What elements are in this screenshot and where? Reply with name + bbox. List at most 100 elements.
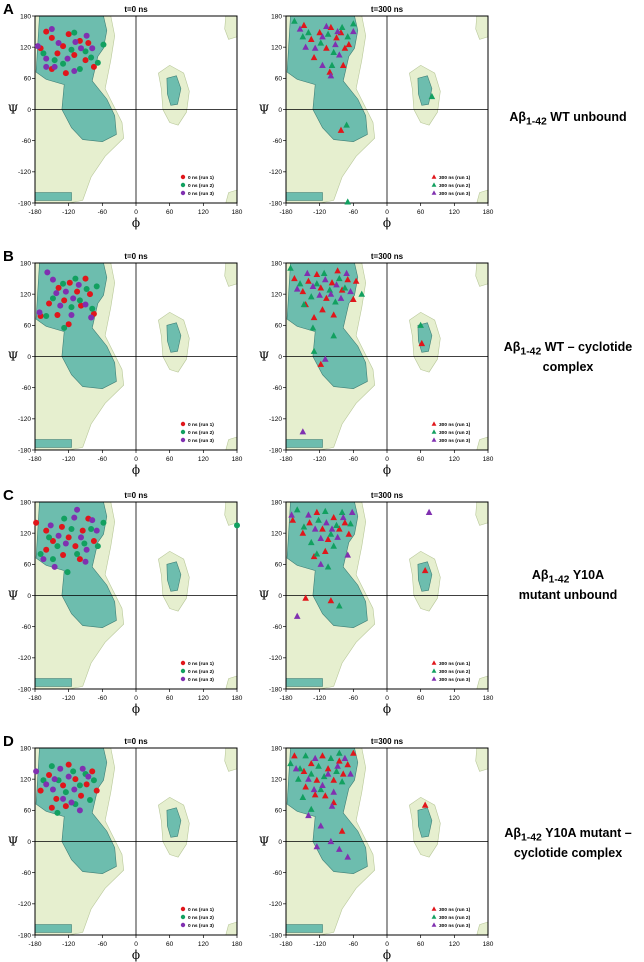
legend-label: 0 ns (run 3) xyxy=(188,438,214,444)
y-tick-label: 180 xyxy=(20,13,31,20)
data-point-run3 xyxy=(309,282,317,289)
legend-marker xyxy=(180,676,186,682)
data-point-run1 xyxy=(65,321,72,328)
data-point-run3 xyxy=(75,281,82,288)
y-tick-label: 120 xyxy=(271,530,282,537)
legend-label: 300 ns (run 2) xyxy=(439,183,471,189)
data-point-run2 xyxy=(302,752,309,759)
data-point-run2 xyxy=(320,269,328,276)
data-point-run1 xyxy=(336,525,343,532)
y-tick-label: -60 xyxy=(273,385,283,392)
plot-title: t=0 ns xyxy=(124,5,148,14)
y-tick-label: -180 xyxy=(269,686,282,693)
data-point-run2 xyxy=(68,46,75,53)
x-tick-label: -60 xyxy=(349,456,359,463)
data-point-run3 xyxy=(51,776,58,783)
legend-label: 0 ns (run 3) xyxy=(188,191,214,197)
data-point-run3 xyxy=(347,770,354,777)
data-point-run3 xyxy=(305,775,312,782)
x-tick-label: 180 xyxy=(483,941,494,948)
y-tick-label: 60 xyxy=(24,562,32,569)
y-tick-label: 60 xyxy=(24,76,32,83)
data-point-run3 xyxy=(311,525,319,532)
data-point-run1 xyxy=(338,286,346,293)
data-point-run3 xyxy=(288,511,295,518)
panel-letter-C: C xyxy=(3,487,14,504)
data-point-run3 xyxy=(71,514,78,521)
y-tick-label: 180 xyxy=(271,745,282,752)
data-point-run3 xyxy=(344,853,352,860)
legend-label: 300 ns (run 3) xyxy=(439,677,471,683)
x-tick-label: 60 xyxy=(417,695,425,702)
data-point-run3 xyxy=(323,22,330,29)
data-point-run2 xyxy=(330,542,337,549)
x-tick-label: -120 xyxy=(313,456,326,463)
data-point-run3 xyxy=(323,519,330,526)
data-point-run3 xyxy=(311,44,319,51)
data-point-run2 xyxy=(76,782,83,789)
y-tick-label: -180 xyxy=(18,447,31,454)
data-point-run2 xyxy=(321,507,329,514)
data-point-run3 xyxy=(51,563,58,570)
favored-region xyxy=(34,439,72,448)
y-tick-label: -180 xyxy=(18,686,31,693)
legend-label: 0 ns (run 2) xyxy=(188,669,214,675)
legend-marker xyxy=(431,437,437,442)
data-point-run1 xyxy=(60,43,67,50)
y-tick-label: -60 xyxy=(273,624,283,631)
data-point-run3 xyxy=(89,45,96,52)
data-point-run1 xyxy=(43,28,50,35)
data-point-run3 xyxy=(337,294,345,301)
x-axis-label: ϕ xyxy=(383,216,391,230)
data-point-run1 xyxy=(350,295,357,302)
data-point-run3 xyxy=(425,508,433,515)
legend-marker xyxy=(431,429,437,434)
plot-A-t0: -180 -180 -120 -120 -60 -60 0 0 60 60 120 120 180 180… xyxy=(8,5,243,230)
data-point-run3 xyxy=(64,55,71,62)
x-tick-label: -180 xyxy=(28,456,41,463)
data-point-run3 xyxy=(49,276,56,283)
data-point-run2 xyxy=(100,519,107,526)
legend-marker xyxy=(180,421,186,427)
legend-label: 300 ns (run 3) xyxy=(439,191,471,197)
data-point-run2 xyxy=(313,550,321,557)
data-point-run2 xyxy=(94,59,101,66)
data-point-run1 xyxy=(76,556,83,563)
data-point-run1 xyxy=(46,300,53,307)
y-tick-label: 0 xyxy=(278,593,282,600)
data-point-run2 xyxy=(299,33,307,40)
data-point-run1 xyxy=(48,804,55,811)
data-point-run3 xyxy=(76,807,83,814)
data-point-run1 xyxy=(46,772,53,779)
data-point-run2 xyxy=(328,61,336,68)
y-tick-label: 60 xyxy=(275,323,283,330)
data-point-run1 xyxy=(60,551,67,558)
data-point-run2 xyxy=(336,602,343,609)
x-tick-label: -120 xyxy=(62,695,75,702)
data-point-run1 xyxy=(334,267,341,274)
favored-region xyxy=(34,678,72,687)
x-axis-label: ϕ xyxy=(132,463,140,477)
data-point-run3 xyxy=(321,355,329,362)
data-point-run1 xyxy=(341,519,349,526)
data-point-run3 xyxy=(317,822,325,829)
panel-label-A: Aβ1-42 WT unbound xyxy=(509,110,627,128)
data-point-run1 xyxy=(90,537,97,544)
legend-marker xyxy=(431,660,437,665)
data-point-run1 xyxy=(302,594,309,601)
data-point-run1 xyxy=(418,339,426,347)
x-tick-label: -120 xyxy=(62,209,75,216)
data-point-run2 xyxy=(100,41,107,48)
data-point-run1 xyxy=(333,34,340,41)
favored-region xyxy=(417,75,433,106)
data-point-run3 xyxy=(347,287,354,295)
favored-region xyxy=(166,75,182,106)
legend-label: 300 ns (run 2) xyxy=(439,669,471,675)
y-tick-label: 60 xyxy=(275,76,283,83)
data-point-run2 xyxy=(310,347,318,354)
x-tick-label: -180 xyxy=(279,695,292,702)
data-point-run2 xyxy=(300,523,308,530)
y-axis-label: Ψ xyxy=(259,103,270,117)
data-point-run1 xyxy=(338,827,346,834)
data-point-run1 xyxy=(300,767,308,774)
